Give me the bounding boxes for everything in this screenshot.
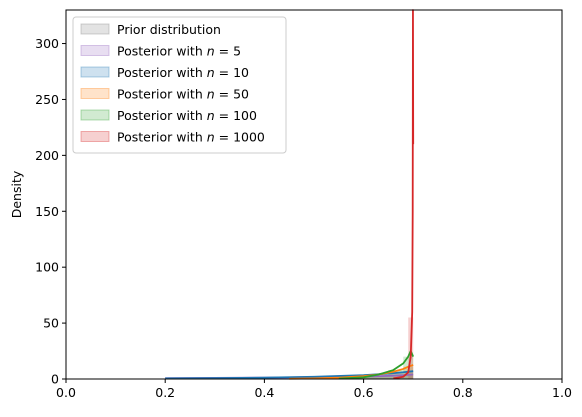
legend-label-series-3: Posterior with n = 50 — [117, 87, 249, 102]
y-tick-label: 0 — [51, 372, 59, 387]
legend-label-series-1: Posterior with n = 5 — [117, 44, 241, 59]
histogram-layer — [165, 317, 414, 379]
x-tick-label: 0.2 — [155, 385, 175, 400]
x-tick-label: 1.0 — [552, 385, 572, 400]
legend-swatch-series-4 — [80, 109, 110, 121]
x-tick-label: 0.8 — [453, 385, 473, 400]
x-tick-label: 0.0 — [56, 385, 76, 400]
histogram-bar-series-4-bin-1 — [388, 370, 404, 379]
legend-swatch-series-3 — [80, 88, 110, 99]
legend-swatch-series-0 — [80, 23, 110, 35]
legend-swatch-series-2 — [80, 66, 110, 78]
legend-label-series-4: Posterior with n = 100 — [117, 108, 257, 123]
plot-frame — [65, 9, 563, 380]
density-line-series-2 — [165, 370, 414, 380]
histogram-bar-series-3-bin-1 — [363, 375, 389, 379]
y-tick-label: 200 — [35, 148, 59, 163]
legend-label-series-2: Posterior with n = 10 — [117, 65, 249, 80]
histogram-bar-series-4-bin-0 — [363, 376, 389, 379]
legend-swatch-series-5 — [80, 131, 110, 142]
x-tick-label: 0.6 — [354, 385, 374, 400]
legend-label-series-5: Posterior with n = 1000 — [117, 130, 265, 145]
histogram-bar-series-1-bin-4 — [363, 376, 389, 379]
axes-layer: 0.0 0.2 0.4 0.6 0.8 1.0 0 50 100 150 200 250 300 Dens… — [9, 9, 572, 400]
y-tick-label: 150 — [35, 204, 59, 219]
density-lines-layer — [165, 9, 415, 380]
y-axis-title: Density — [9, 170, 24, 218]
density-line-series-5 — [393, 9, 415, 380]
y-tick-label: 300 — [35, 36, 59, 51]
legend-label-series-0: Prior distribution — [117, 22, 221, 37]
y-tick-label: 250 — [35, 92, 59, 107]
legend-swatch-series-1 — [80, 45, 110, 56]
legend: Prior distribution Posterior with n = 5 Po… — [72, 16, 287, 154]
x-tick-label: 0.4 — [254, 385, 274, 400]
y-tick-label: 50 — [43, 316, 59, 331]
y-tick-label: 100 — [35, 260, 59, 275]
legend-box — [72, 16, 287, 154]
